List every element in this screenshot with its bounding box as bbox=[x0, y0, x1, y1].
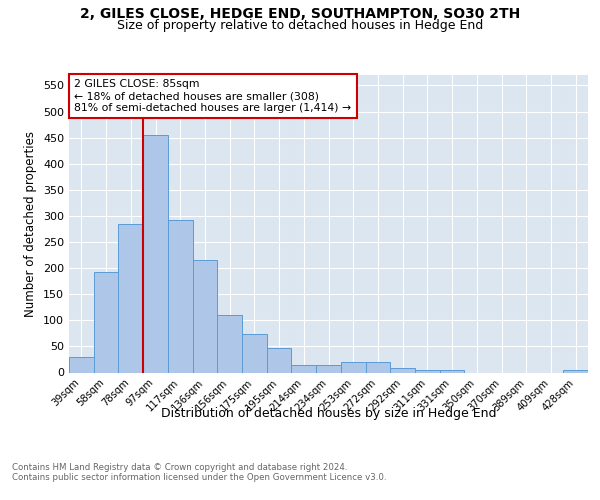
Text: Size of property relative to detached houses in Hedge End: Size of property relative to detached ho… bbox=[117, 18, 483, 32]
Text: 2, GILES CLOSE, HEDGE END, SOUTHAMPTON, SO30 2TH: 2, GILES CLOSE, HEDGE END, SOUTHAMPTON, … bbox=[80, 8, 520, 22]
Bar bbox=[390, 368, 415, 372]
Text: Contains HM Land Registry data © Crown copyright and database right 2024.: Contains HM Land Registry data © Crown c… bbox=[12, 462, 347, 471]
Bar bbox=[217, 315, 242, 372]
Text: Distribution of detached houses by size in Hedge End: Distribution of detached houses by size … bbox=[161, 408, 497, 420]
Bar bbox=[94, 272, 118, 372]
Bar bbox=[415, 370, 440, 372]
Bar bbox=[242, 334, 267, 372]
Bar bbox=[316, 365, 341, 372]
Text: 2 GILES CLOSE: 85sqm
← 18% of detached houses are smaller (308)
81% of semi-deta: 2 GILES CLOSE: 85sqm ← 18% of detached h… bbox=[74, 80, 352, 112]
Bar bbox=[341, 362, 365, 372]
Bar bbox=[440, 370, 464, 372]
Bar bbox=[563, 370, 588, 372]
Bar bbox=[69, 357, 94, 372]
Bar bbox=[143, 135, 168, 372]
Y-axis label: Number of detached properties: Number of detached properties bbox=[25, 130, 37, 317]
Bar bbox=[118, 224, 143, 372]
Bar bbox=[168, 220, 193, 372]
Bar bbox=[365, 362, 390, 372]
Bar bbox=[292, 365, 316, 372]
Bar bbox=[267, 348, 292, 372]
Bar bbox=[193, 260, 217, 372]
Text: Contains public sector information licensed under the Open Government Licence v3: Contains public sector information licen… bbox=[12, 472, 386, 482]
